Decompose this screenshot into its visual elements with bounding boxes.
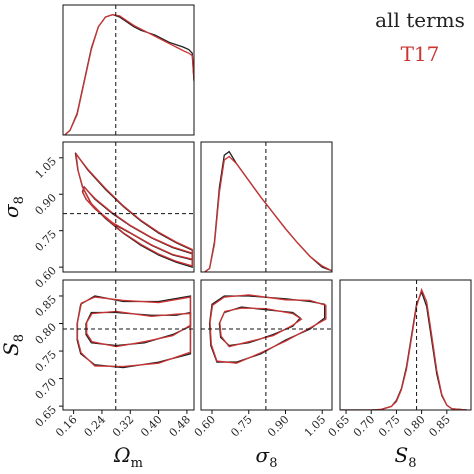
x-tick-label: 0.60 (192, 413, 219, 440)
xlabel: Ωm (113, 443, 143, 471)
x-tick-label: 1.05 (302, 413, 329, 440)
y-tick-label: 0.75 (33, 228, 60, 255)
xlabel: S8 (395, 443, 417, 471)
xlabel: σ8 (256, 443, 278, 471)
panel (341, 280, 468, 410)
panel (63, 142, 194, 272)
legend-entry: all terms (375, 8, 465, 32)
x-tick-label: 0.70 (351, 413, 378, 440)
contour (209, 294, 327, 364)
ylabel: S8 (0, 334, 27, 356)
x-tick-label: 0.65 (326, 413, 353, 440)
panel (201, 280, 332, 410)
ylabel: σ8 (0, 196, 27, 218)
panel-frame (200, 141, 333, 273)
contour (86, 310, 192, 348)
panel (64, 5, 194, 135)
label-subscript: 8 (12, 334, 27, 342)
y-tick-label: 1.05 (33, 155, 60, 182)
density-line (204, 150, 332, 272)
contour (81, 185, 193, 261)
panel-frame (62, 141, 195, 273)
y-tick-label: 0.60 (33, 264, 60, 291)
label-symbol: Ω (113, 443, 131, 467)
x-tick-label: 0.16 (53, 413, 80, 440)
x-tick-label: 0.85 (426, 413, 453, 440)
legend-entry: T17 (401, 42, 440, 66)
contour (76, 295, 192, 369)
contour (82, 186, 193, 260)
x-tick-label: 0.80 (401, 413, 428, 440)
y-tick-label: 0.70 (33, 376, 60, 403)
label-subscript: m (131, 456, 143, 471)
label-subscript: 8 (12, 196, 27, 204)
y-tick-label: 0.90 (33, 191, 60, 218)
x-tick-label: 0.40 (138, 413, 165, 440)
panel-frame (62, 279, 195, 411)
density-line (341, 290, 468, 410)
contour (76, 296, 192, 368)
contour (75, 151, 193, 267)
panel (63, 280, 194, 410)
y-tick-label: 0.85 (33, 293, 60, 320)
x-tick-label: 0.32 (110, 413, 137, 440)
density-line (341, 287, 468, 410)
panel-frame (339, 279, 472, 411)
y-tick-label: 0.75 (33, 348, 60, 375)
contour (74, 152, 193, 269)
label-symbol: σ (256, 443, 271, 467)
label-subscript: 8 (408, 456, 416, 471)
panel-frame (200, 279, 333, 411)
label-symbol: S (0, 342, 23, 356)
panel (204, 142, 332, 272)
y-tick-label: 0.65 (33, 403, 60, 430)
x-tick-label: 0.75 (376, 413, 403, 440)
contour (219, 307, 303, 348)
density-line (64, 13, 194, 135)
label-symbol: S (395, 443, 409, 467)
label-symbol: σ (0, 203, 23, 218)
x-tick-label: 0.90 (265, 413, 292, 440)
density-line (204, 155, 332, 272)
x-tick-label: 0.24 (82, 413, 109, 440)
x-tick-label: 0.48 (167, 413, 194, 440)
panel-frame (62, 4, 195, 136)
label-subscript: 8 (269, 456, 277, 471)
y-tick-label: 0.80 (33, 320, 60, 347)
x-tick-label: 0.75 (228, 413, 255, 440)
density-line (64, 13, 194, 135)
